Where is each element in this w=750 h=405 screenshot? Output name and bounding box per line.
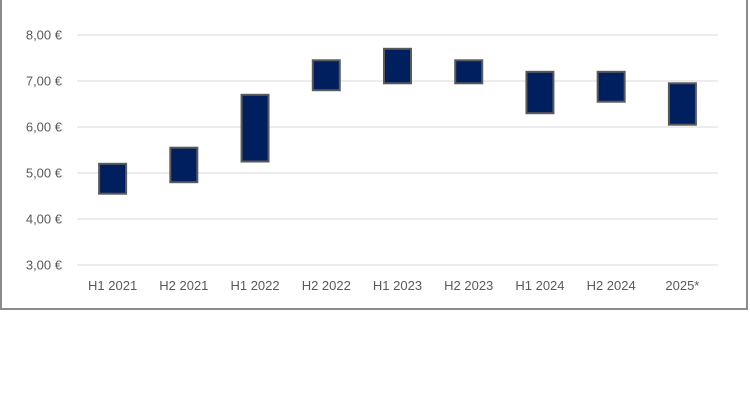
x-tick-label: H1 2022	[230, 278, 279, 293]
y-tick-label: 4,00 €	[26, 212, 63, 227]
x-tick-label: 2025*	[665, 278, 699, 293]
x-tick-label: H1 2021	[88, 278, 137, 293]
x-tick-label: H1 2023	[373, 278, 422, 293]
range-bar-0	[98, 162, 128, 195]
range-bar-chart: 3,00 € 4,00 € 5,00 € 6,00 € 7,00 € 8,00 € H1 2…	[26, 28, 718, 293]
y-tick-label: 3,00 €	[26, 258, 63, 273]
range-bar-3	[311, 59, 341, 92]
range-bar-8	[667, 82, 697, 126]
x-tick-label: H2 2024	[587, 278, 636, 293]
x-tick-label: H1 2024	[515, 278, 564, 293]
x-tick-label: H2 2022	[302, 278, 351, 293]
x-tick-label: H2 2021	[159, 278, 208, 293]
range-bar-4	[383, 47, 412, 85]
x-tick-label: H2 2023	[444, 278, 493, 293]
range-bar-5	[454, 59, 484, 85]
y-tick-label: 7,00 €	[26, 74, 63, 89]
y-tick-label: 8,00 €	[26, 28, 63, 43]
range-bar-2	[240, 93, 270, 163]
y-tick-label: 5,00 €	[26, 166, 63, 181]
y-tick-label: 6,00 €	[26, 120, 63, 135]
range-bar-7	[596, 70, 626, 103]
range-bar-1	[169, 146, 199, 184]
range-bar-6	[525, 70, 555, 115]
chart-frame	[0, 0, 748, 310]
